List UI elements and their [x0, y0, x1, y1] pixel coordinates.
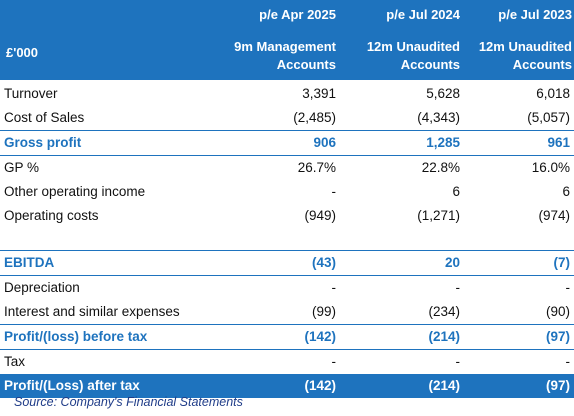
- cell-value: (949): [304, 208, 336, 223]
- cell-value: 22.8%: [421, 160, 460, 175]
- cell-value: -: [331, 184, 337, 199]
- cell-value: -: [565, 354, 571, 369]
- cell-value: (1,271): [417, 208, 460, 223]
- cell-value: (142): [304, 378, 336, 393]
- row-other-operating-income: Other operating income - 6 6: [0, 180, 574, 204]
- row-gp-percent: GP % 26.7% 22.8% 16.0%: [0, 156, 574, 180]
- cell-value: 26.7%: [297, 160, 336, 175]
- row-profit-before-tax: Profit/(loss) before tax (142) (214) (97…: [0, 324, 574, 350]
- source-note: Source: Company's Financial Statements: [14, 395, 243, 409]
- cell-value: (5,057): [527, 110, 570, 125]
- cell-value: (4,343): [417, 110, 460, 125]
- currency-label: £'000: [6, 45, 39, 60]
- row-label: Profit/(Loss) after tax: [4, 378, 140, 393]
- table-header: £'000 p/e Apr 2025 p/e Jul 2024 p/e Jul …: [0, 0, 574, 80]
- row-tax: Tax - - -: [0, 350, 574, 374]
- row-ebitda: EBITDA (43) 20 (7): [0, 250, 574, 276]
- cell-value: (2,485): [293, 110, 336, 125]
- row-spacer: [0, 228, 574, 250]
- cell-value: 3,391: [302, 86, 336, 101]
- cell-value: -: [565, 280, 571, 295]
- row-gross-profit: Gross profit 906 1,285 961: [0, 130, 574, 156]
- row-label: GP %: [4, 160, 40, 175]
- row-label: Cost of Sales: [4, 110, 85, 125]
- cell-value: (97): [545, 378, 570, 393]
- row-turnover: Turnover 3,391 5,628 6,018: [0, 82, 574, 106]
- row-label: EBITDA: [4, 255, 55, 270]
- cell-value: 5,628: [426, 86, 460, 101]
- cell-value: (43): [311, 255, 336, 270]
- column-desc-3-line1: 12m Unaudited: [478, 39, 572, 54]
- row-depreciation: Depreciation - - -: [0, 276, 574, 300]
- cell-value: -: [331, 354, 337, 369]
- period-jul-2024: p/e Jul 2024: [386, 7, 460, 22]
- cell-value: (90): [545, 304, 570, 319]
- row-label: Tax: [4, 354, 26, 369]
- column-desc-1: 9m Management Accounts: [196, 38, 336, 74]
- row-cost-of-sales: Cost of Sales (2,485) (4,343) (5,057): [0, 106, 574, 130]
- cell-value: -: [331, 280, 337, 295]
- row-interest: Interest and similar expenses (99) (234)…: [0, 300, 574, 324]
- cell-value: 961: [547, 135, 570, 150]
- cell-value: 906: [313, 135, 336, 150]
- row-label: Operating costs: [4, 208, 99, 223]
- cell-value: (234): [428, 304, 460, 319]
- table-body: Turnover 3,391 5,628 6,018 Cost of Sales…: [0, 82, 574, 398]
- cell-value: 6: [452, 184, 460, 199]
- cell-value: (214): [428, 378, 460, 393]
- cell-value: (142): [304, 329, 336, 344]
- cell-value: (99): [311, 304, 336, 319]
- column-desc-1-line2: Accounts: [276, 57, 336, 72]
- cell-value: 20: [444, 255, 460, 270]
- cell-value: (214): [428, 329, 460, 344]
- column-desc-2-line1: 12m Unaudited: [366, 39, 460, 54]
- cell-value: (7): [553, 255, 571, 270]
- cell-value: (974): [538, 208, 570, 223]
- cell-value: -: [455, 280, 461, 295]
- row-operating-costs: Operating costs (949) (1,271) (974): [0, 204, 574, 228]
- row-label: Profit/(loss) before tax: [4, 329, 148, 344]
- period-apr-2025: p/e Apr 2025: [259, 7, 336, 22]
- row-label: Depreciation: [4, 280, 80, 295]
- cell-value: 6: [562, 184, 570, 199]
- cell-value: 16.0%: [531, 160, 570, 175]
- cell-value: (97): [545, 329, 570, 344]
- row-label: Interest and similar expenses: [4, 304, 180, 319]
- column-desc-3: 12m Unaudited Accounts: [462, 38, 572, 74]
- column-desc-2: 12m Unaudited Accounts: [340, 38, 460, 74]
- row-label: Turnover: [4, 86, 58, 101]
- column-desc-3-line2: Accounts: [512, 57, 572, 72]
- column-desc-2-line2: Accounts: [400, 57, 460, 72]
- cell-value: 1,285: [426, 135, 460, 150]
- column-desc-1-line1: 9m Management: [234, 39, 336, 54]
- row-label: Gross profit: [4, 135, 82, 150]
- cell-value: -: [455, 354, 461, 369]
- period-jul-2023: p/e Jul 2023: [498, 7, 572, 22]
- row-profit-after-tax: Profit/(Loss) after tax (142) (214) (97): [0, 374, 574, 398]
- cell-value: 6,018: [536, 86, 570, 101]
- row-label: Other operating income: [4, 184, 146, 199]
